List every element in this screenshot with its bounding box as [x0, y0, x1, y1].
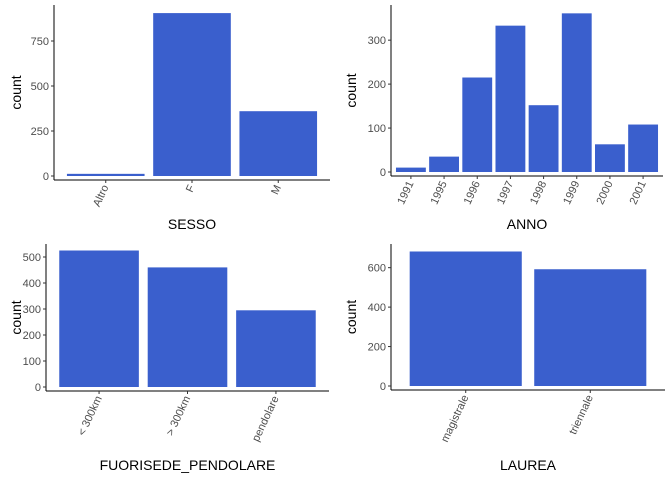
x-axis-title: LAUREA [500, 457, 557, 473]
y-tick-label: 100 [368, 123, 386, 135]
bar [595, 144, 625, 172]
x-axis-title: FUORISEDE_PENDOLARE [100, 457, 276, 473]
x-axis-title: ANNO [507, 216, 548, 232]
bar [147, 267, 228, 387]
x-tick-label: triennale [567, 393, 596, 436]
y-tick-label: 400 [368, 302, 386, 314]
y-tick-label: 500 [31, 81, 49, 93]
y-tick-label: 0 [380, 167, 386, 179]
bar [409, 251, 522, 386]
bar [429, 156, 459, 172]
chart-panel-2: 0 100 200 300 1991 1995 1996 1997 1998 1999 2000 20… [343, 5, 663, 232]
x-tick-label: < 300km [76, 394, 105, 438]
y-tick-label: 200 [368, 342, 386, 354]
y-tick-label: 600 [368, 263, 386, 275]
x-tick-label: magistrale [439, 393, 471, 444]
bar [239, 111, 318, 176]
x-tick-label: > 300km [164, 394, 193, 438]
y-tick-label: 0 [35, 382, 41, 394]
x-tick-label: 1999 [561, 179, 582, 206]
bar [236, 310, 316, 387]
y-tick-label: 400 [23, 278, 41, 290]
chart-panel-1: 0 250 500 750 Altro F M SESSO count [8, 5, 330, 232]
x-tick-label: 1998 [528, 179, 549, 206]
x-tick-label: 1996 [462, 179, 483, 206]
x-axis-title: SESSO [168, 216, 216, 232]
x-tick-label: Altro [91, 183, 111, 209]
y-tick-label: 100 [23, 356, 41, 368]
y-axis-title: count [343, 73, 359, 107]
y-axis-title: count [343, 300, 359, 334]
x-tick-label: 2001 [628, 179, 649, 206]
bar [534, 269, 647, 386]
x-tick-label: 1997 [495, 179, 516, 206]
y-tick-label: 300 [368, 35, 386, 47]
y-tick-label: 200 [23, 330, 41, 342]
y-tick-label: 0 [380, 381, 386, 393]
bar [153, 13, 231, 176]
chart-panel-3: 0 100 200 300 400 500 < 300km > 300km pendolare F… [8, 244, 329, 473]
bar [462, 77, 493, 172]
bar [628, 124, 659, 172]
bar [495, 25, 526, 173]
y-tick-label: 300 [23, 304, 41, 316]
bar [528, 105, 559, 172]
x-tick-label: 1991 [395, 179, 416, 206]
y-tick-label: 750 [31, 36, 49, 48]
y-axis-title: count [8, 300, 24, 334]
x-tick-label: F [184, 183, 198, 194]
y-tick-label: 500 [23, 252, 41, 264]
x-tick-label: 1995 [429, 179, 450, 206]
y-axis-title: count [8, 75, 24, 109]
x-tick-label: pendolare [250, 394, 282, 443]
bar [59, 250, 139, 387]
bar [66, 173, 145, 176]
x-tick-label: 2000 [594, 179, 615, 206]
y-tick-label: 200 [368, 79, 386, 91]
y-tick-label: 250 [31, 126, 49, 138]
chart-panel-4: 0 200 400 600 magistrale triennale LAUREA count [343, 244, 665, 473]
x-tick-label: M [269, 183, 284, 196]
y-tick-label: 0 [43, 171, 49, 183]
bar [561, 13, 592, 172]
bar [395, 167, 426, 172]
